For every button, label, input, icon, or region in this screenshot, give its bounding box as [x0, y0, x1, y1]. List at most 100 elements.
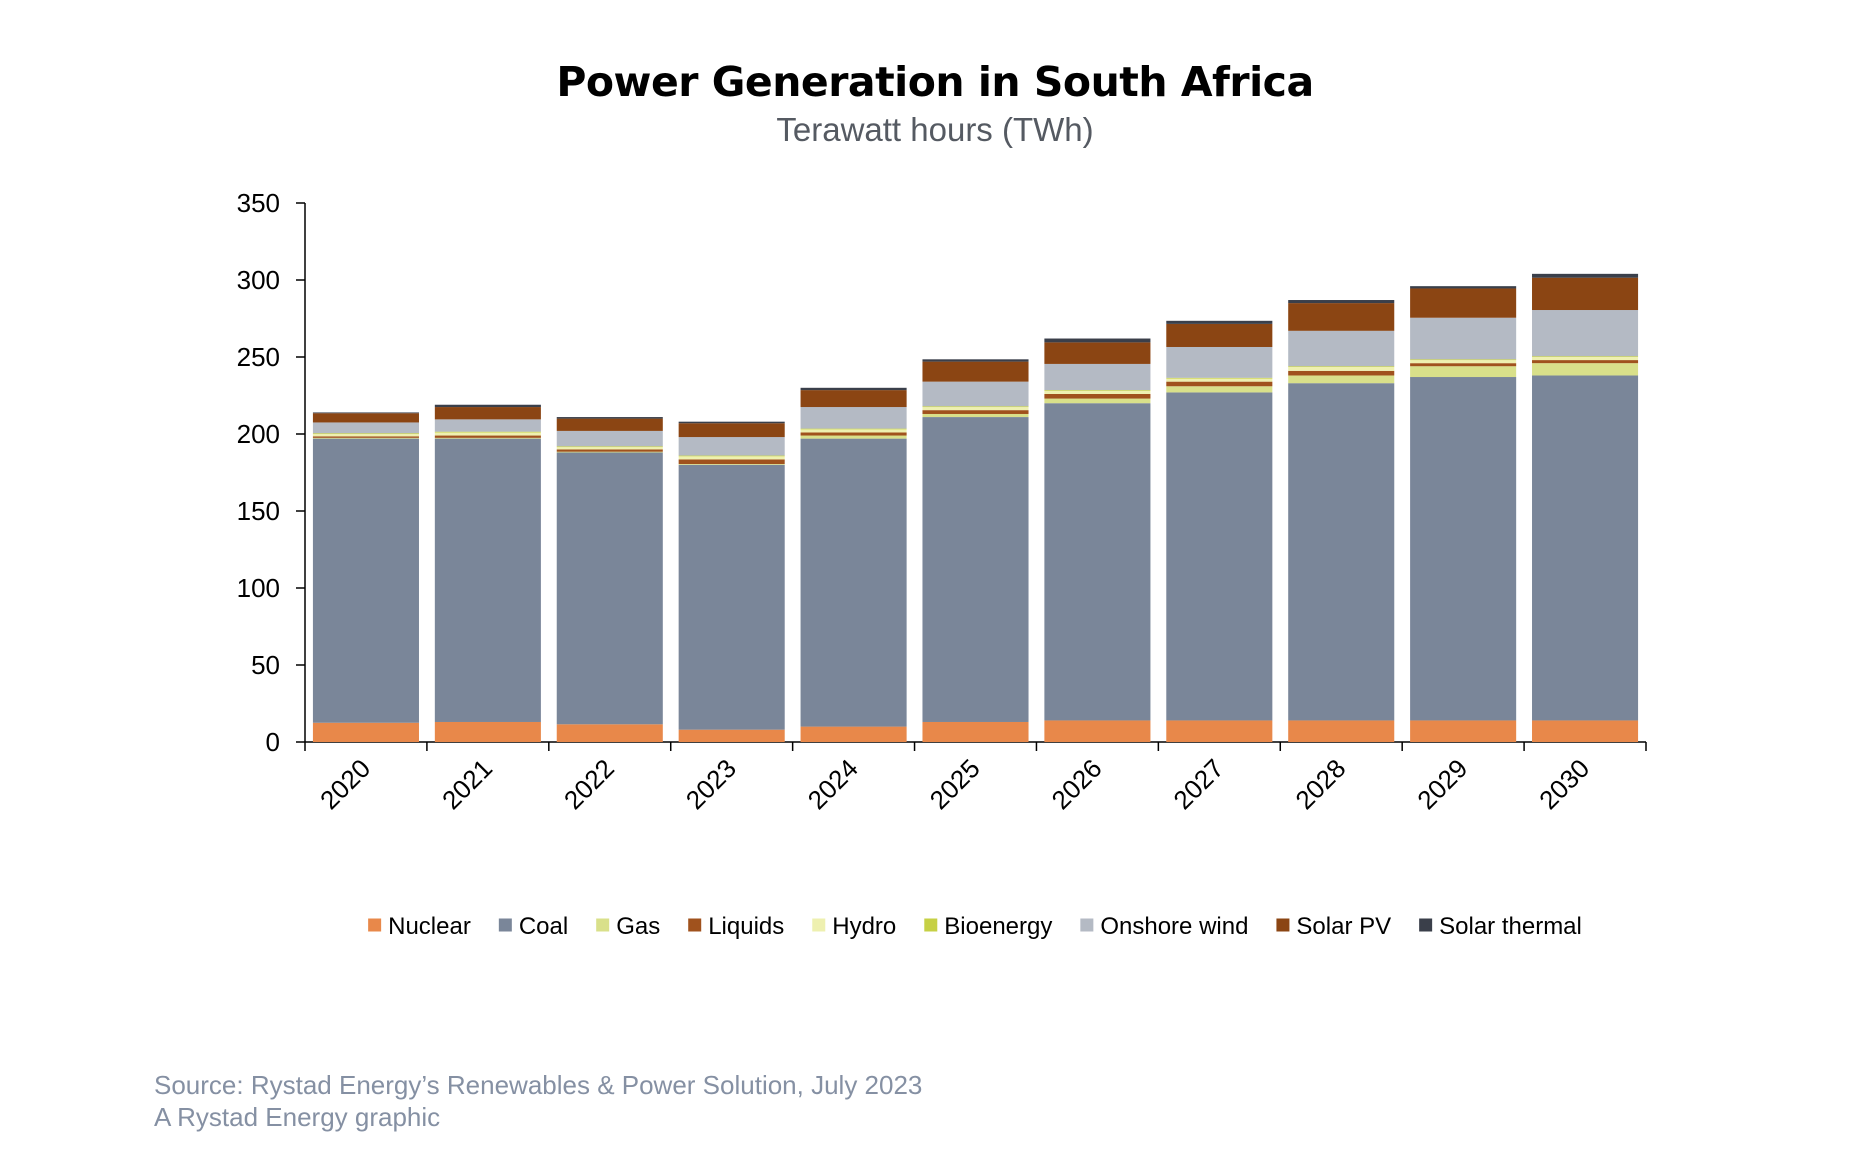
bar-segment-coal	[800, 438, 907, 727]
bar-segment-gas	[1410, 366, 1517, 378]
x-tick-label: 2027	[1167, 753, 1229, 815]
bar-segment-liquids	[1288, 370, 1395, 376]
bar-segment-gas	[1044, 398, 1151, 404]
legend-swatch	[924, 918, 938, 932]
bar-segment-onshore-wind	[678, 437, 785, 456]
bar-segment-solar-thermal	[678, 421, 785, 424]
bar-segment-solar-pv	[312, 413, 419, 423]
bar-segment-gas	[922, 413, 1029, 418]
bar-segment-liquids	[434, 435, 541, 438]
legend-label: Bioenergy	[944, 913, 1052, 940]
legend-label: Onshore wind	[1100, 913, 1248, 940]
bar-segment-nuclear	[312, 722, 419, 742]
bar-segment-bioenergy	[1410, 359, 1517, 361]
x-tick-label: 2023	[680, 753, 742, 815]
bar-segment-bioenergy	[922, 406, 1029, 408]
bar-segment-coal	[922, 417, 1029, 722]
bar-segment-solar-pv	[1410, 288, 1517, 318]
bar-segment-solar-thermal	[1532, 273, 1639, 278]
bar-segment-hydro	[800, 429, 907, 433]
bar-segment-liquids	[1166, 381, 1273, 387]
legend-label: Nuclear	[388, 913, 471, 940]
x-tick-label: 2021	[436, 753, 498, 815]
source-note: Source: Rystad Energy’s Renewables & Pow…	[154, 1070, 923, 1100]
bar-segment-solar-pv	[1166, 323, 1273, 347]
bar-segment-solar-pv	[1044, 342, 1151, 364]
bar-segment-solar-pv	[678, 423, 785, 438]
bar-segment-gas	[312, 437, 419, 439]
bar-segment-onshore-wind	[1288, 330, 1395, 367]
x-tick-label: 2025	[924, 753, 986, 815]
bar-segment-hydro	[1044, 390, 1151, 394]
legend-label: Gas	[616, 913, 660, 940]
bar-segment-coal	[1410, 377, 1517, 721]
bar-segment-coal	[1288, 383, 1395, 721]
legend-swatch	[596, 918, 610, 932]
bar-segment-bioenergy	[1166, 377, 1273, 379]
bar-segment-onshore-wind	[922, 381, 1029, 407]
legend-label: Solar PV	[1296, 913, 1391, 940]
bar-segment-nuclear	[678, 729, 785, 742]
bar-segment-coal	[678, 464, 785, 730]
bar-segment-onshore-wind	[434, 419, 541, 432]
bar-segment-gas	[434, 437, 541, 439]
bar-segment-hydro	[1532, 357, 1639, 361]
bar-segment-hydro	[434, 432, 541, 436]
bar-segment-onshore-wind	[1166, 346, 1273, 378]
bar-segment-liquids	[800, 432, 907, 436]
bar-segment-gas	[678, 464, 785, 465]
bar-segment-nuclear	[800, 726, 907, 742]
bar-segment-coal	[1166, 392, 1273, 721]
bar-segment-bioenergy	[434, 431, 541, 433]
legend-label: Hydro	[832, 913, 896, 940]
bar-segment-nuclear	[1166, 720, 1273, 742]
bar-segment-onshore-wind	[1532, 310, 1639, 357]
legend-swatch	[498, 918, 512, 932]
legend-swatch	[1080, 918, 1094, 932]
bar-segment-hydro	[1288, 367, 1395, 371]
bar-segment-coal	[1044, 403, 1151, 721]
bar-segment-nuclear	[434, 721, 541, 742]
bar-segment-bioenergy	[556, 446, 663, 448]
bar-segment-bioenergy	[678, 455, 785, 457]
x-tick-label: 2028	[1289, 753, 1351, 815]
x-tick-label: 2020	[314, 753, 376, 815]
bar-segment-onshore-wind	[1044, 363, 1151, 391]
bar-segment-solar-pv	[434, 407, 541, 420]
bar-segment-onshore-wind	[800, 407, 907, 429]
legend-swatch	[1276, 918, 1290, 932]
y-tick-label: 200	[237, 419, 280, 449]
bar-segment-hydro	[678, 456, 785, 460]
bar-segment-solar-thermal	[922, 359, 1029, 362]
bar-segment-gas	[1288, 375, 1395, 384]
bar-segment-nuclear	[556, 724, 663, 742]
bar-segment-hydro	[1166, 378, 1273, 382]
legend-swatch	[1419, 918, 1433, 932]
bar-segment-hydro	[922, 407, 1029, 411]
bar-segment-liquids	[312, 436, 419, 438]
legend-label: Solar thermal	[1439, 913, 1582, 940]
bar-segment-solar-thermal	[312, 412, 419, 414]
y-tick-label: 100	[237, 573, 280, 603]
bar-segment-gas	[1532, 363, 1639, 376]
bar-segment-coal	[1532, 375, 1639, 721]
bar-segment-solar-thermal	[1410, 286, 1517, 289]
credit-note: A Rystad Energy graphic	[154, 1102, 441, 1132]
x-tick-label: 2024	[802, 753, 864, 815]
bar-segment-coal	[312, 438, 419, 723]
bar-segment-solar-pv	[556, 418, 663, 431]
legend-swatch	[368, 918, 382, 932]
bar-segment-liquids	[556, 449, 663, 452]
bar-segment-bioenergy	[1532, 356, 1639, 357]
bar-segment-nuclear	[1532, 720, 1639, 742]
bar-segment-nuclear	[1288, 720, 1395, 742]
y-tick-label: 150	[237, 496, 280, 526]
chart-subtitle: Terawatt hours (TWh)	[776, 111, 1094, 148]
bar-segment-liquids	[1532, 360, 1639, 364]
bar-segment-onshore-wind	[312, 422, 419, 434]
bar-segment-solar-thermal	[800, 387, 907, 391]
bar-segment-solar-thermal	[1166, 320, 1273, 324]
y-tick-label: 50	[251, 650, 280, 680]
bar-segment-solar-thermal	[556, 417, 663, 419]
